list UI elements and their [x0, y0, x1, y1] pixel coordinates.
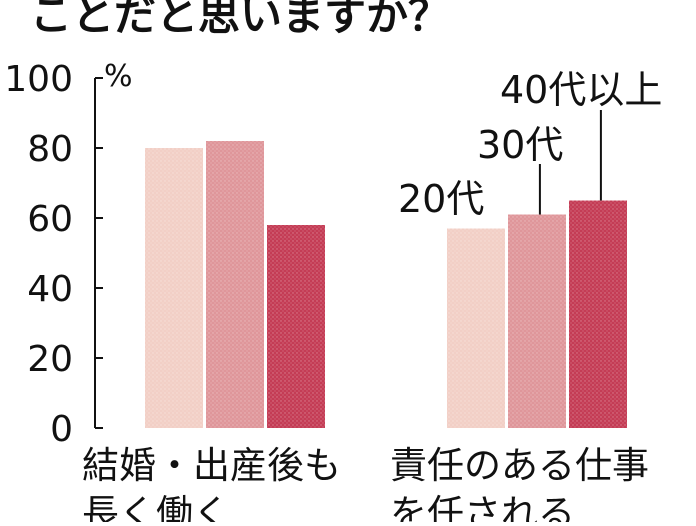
category-label: を任される: [390, 492, 575, 522]
chart-title: ことだと思いますか？: [30, 0, 450, 40]
bar-texture: [206, 141, 264, 428]
category-label: 長く働く: [82, 492, 230, 522]
bars: [145, 141, 627, 428]
y-axis-unit: %: [104, 59, 133, 94]
y-tick-label: 100: [4, 59, 73, 100]
y-tick-label: 80: [27, 129, 73, 170]
y-tick-label: 40: [27, 269, 73, 310]
y-axis: 0 20 40 60 80 100: [4, 59, 103, 450]
y-tick-label: 60: [27, 199, 73, 240]
series-label: 30代: [477, 123, 563, 167]
bar-texture: [447, 228, 505, 428]
series-callouts: 20代 30代 40代以上: [398, 68, 662, 221]
series-label: 20代: [398, 177, 484, 221]
category-label: 責任のある仕事: [390, 444, 649, 487]
bar-texture: [145, 148, 203, 428]
category-label: 結婚・出産後も: [82, 444, 341, 487]
bar-texture: [267, 225, 325, 428]
bar-texture: [569, 200, 627, 428]
y-tick-label: 0: [50, 409, 73, 450]
y-tick-label: 20: [27, 339, 73, 380]
series-label: 40代以上: [500, 68, 662, 112]
bar-texture: [508, 214, 566, 428]
